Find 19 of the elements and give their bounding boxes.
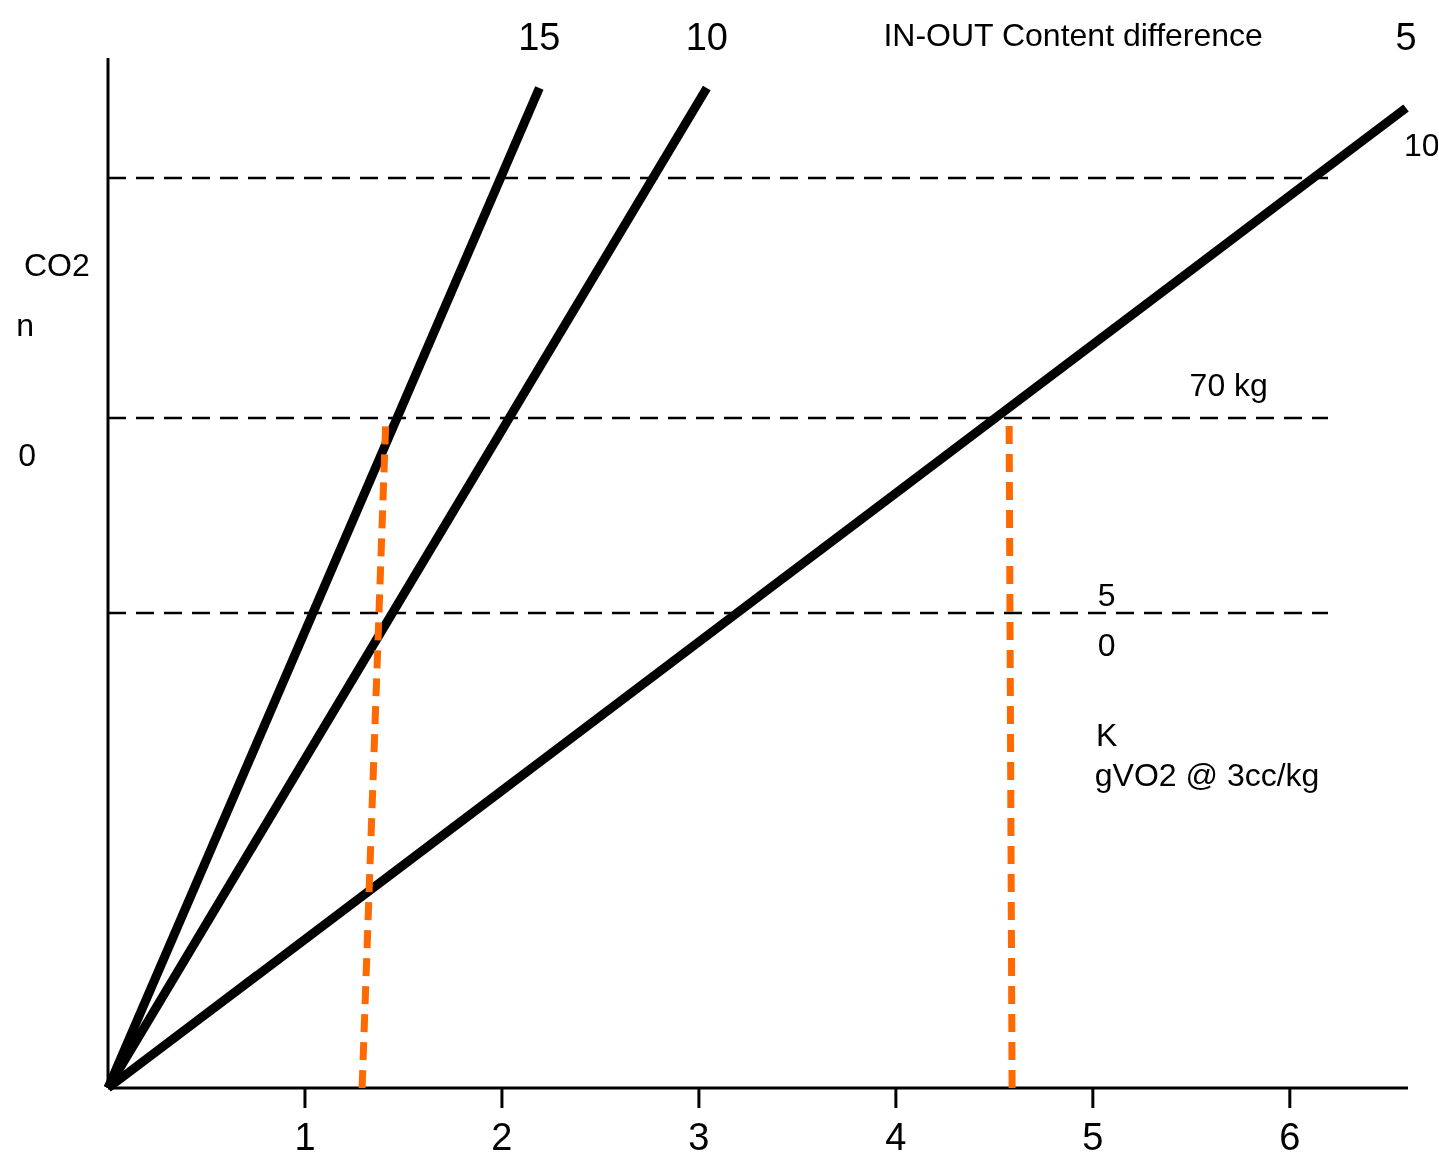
text: IN-OUT Content difference — [883, 17, 1263, 54]
x-tick-label: 6 — [1279, 1116, 1301, 1158]
x-tick-label: 3 — [688, 1116, 710, 1158]
annotation: K — [1095, 717, 1118, 754]
annotation: 10 — [1403, 127, 1439, 164]
text: n — [16, 307, 35, 344]
annotation: 5 — [1097, 577, 1116, 614]
x-tick-label: 5 — [1082, 1116, 1104, 1158]
annotation: gVO2 @ 3cc/kg — [1094, 757, 1320, 794]
series-label: 15 — [518, 16, 561, 58]
annotation: 0 — [1097, 627, 1116, 664]
series-label: 5 — [1395, 16, 1417, 58]
text: 0 — [18, 437, 37, 474]
text: CO2 — [23, 247, 90, 284]
x-tick-label: 2 — [491, 1116, 513, 1158]
x-tick-label: 4 — [885, 1116, 907, 1158]
x-tick-label: 1 — [294, 1116, 316, 1158]
series-label: 10 — [685, 16, 728, 58]
annotation: 70 kg — [1189, 367, 1268, 404]
